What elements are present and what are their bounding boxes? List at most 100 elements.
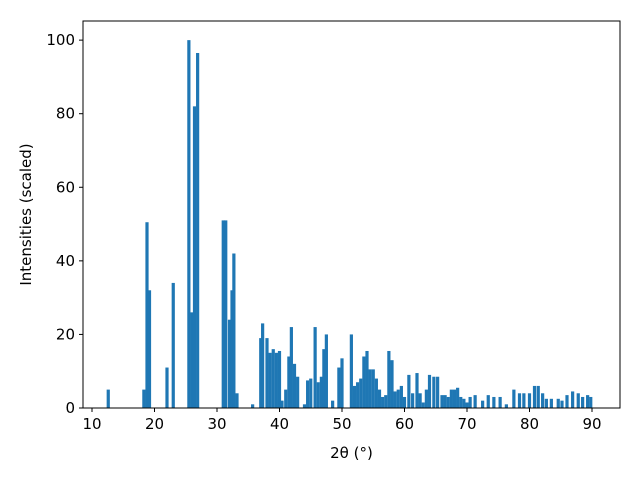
bar (259, 338, 263, 408)
bar (387, 350, 391, 408)
bar (337, 367, 341, 408)
bar (459, 396, 463, 408)
bar (359, 378, 363, 408)
bar (309, 378, 313, 408)
bar (418, 393, 422, 408)
bar (374, 378, 378, 408)
bar (456, 387, 460, 408)
bar (486, 395, 490, 408)
bar (541, 393, 545, 408)
bar (443, 395, 447, 408)
x-tick-label: 70 (457, 415, 476, 433)
bar (331, 400, 335, 408)
bar (396, 389, 400, 408)
bar (371, 369, 375, 408)
bar (527, 393, 532, 408)
bar (473, 395, 477, 408)
bar (265, 338, 269, 408)
bar (280, 400, 284, 408)
y-tick-label: 60 (56, 178, 75, 196)
bar (432, 376, 436, 408)
bar (549, 398, 553, 408)
bar (221, 220, 225, 408)
bar (390, 360, 394, 408)
bar (277, 350, 282, 408)
bar (560, 400, 564, 408)
bar (284, 389, 288, 408)
x-tick-label: 10 (82, 415, 101, 433)
bar (365, 350, 369, 408)
bar (465, 402, 469, 408)
x-tick-label: 40 (270, 415, 289, 433)
x-tick-label: 20 (145, 415, 164, 433)
bar (589, 396, 593, 408)
x-axis-label: 2θ (°) (330, 444, 373, 462)
bar (235, 393, 239, 408)
bar (224, 220, 228, 408)
bar (296, 376, 300, 408)
bar (319, 376, 323, 408)
bar (340, 358, 344, 408)
bar (446, 396, 450, 408)
bar (407, 374, 411, 408)
bar (268, 352, 272, 408)
bar (356, 382, 360, 408)
bar (384, 395, 388, 408)
bar (106, 389, 110, 408)
bar (187, 40, 191, 409)
bar (381, 396, 385, 408)
bar (517, 393, 522, 408)
x-tick-label: 50 (332, 415, 351, 433)
bar (322, 349, 326, 408)
bar (232, 253, 236, 408)
bar (289, 327, 293, 408)
bar (411, 393, 415, 408)
bar (498, 396, 502, 408)
bar (415, 373, 419, 408)
bar (504, 404, 508, 408)
bar (556, 398, 560, 408)
bar (302, 404, 307, 408)
y-axis-label: Intensities (scaled) (17, 143, 35, 285)
plot-area (106, 40, 593, 409)
bar (287, 356, 291, 408)
bar (424, 389, 428, 408)
x-tick-label: 80 (520, 415, 539, 433)
bar (261, 323, 265, 408)
bar (576, 393, 580, 408)
y-tick-label: 100 (46, 31, 75, 49)
bar (292, 363, 297, 408)
bar (196, 53, 200, 408)
bar (436, 376, 440, 408)
bar (492, 396, 496, 408)
bar (402, 396, 407, 408)
x-tick-label: 30 (207, 415, 226, 433)
bar (512, 389, 516, 408)
y-tick-label: 0 (65, 399, 75, 417)
bar (171, 282, 175, 408)
bar (427, 374, 432, 408)
x-tick-label: 90 (582, 415, 601, 433)
bar (349, 334, 353, 408)
axes-frame (82, 20, 621, 409)
bar (544, 398, 548, 408)
bar (532, 385, 537, 408)
bar (586, 395, 590, 408)
bar (462, 398, 466, 408)
bar (468, 396, 472, 408)
bar (571, 391, 575, 408)
bar (165, 367, 169, 408)
bar (142, 389, 146, 408)
bar (190, 312, 194, 408)
bar (581, 396, 585, 408)
bar (377, 389, 382, 408)
bar (481, 400, 485, 408)
y-tick-label: 20 (56, 325, 75, 343)
bar (449, 389, 453, 408)
bar (227, 319, 232, 408)
bar (421, 402, 425, 408)
bar (147, 290, 152, 408)
bar (274, 352, 278, 408)
bar (306, 380, 310, 408)
bar (251, 404, 255, 408)
